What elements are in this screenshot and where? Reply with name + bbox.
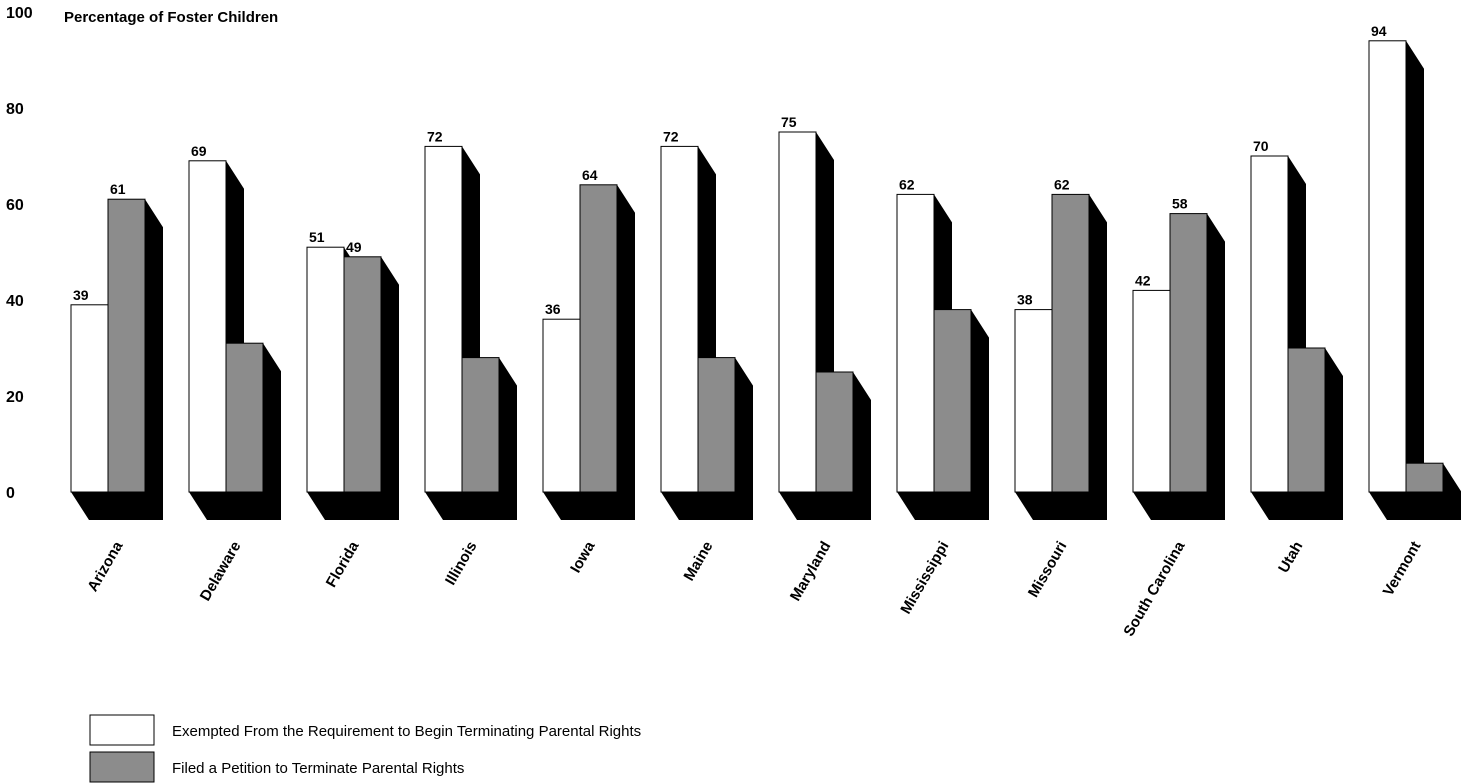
x-tick-label-missouri: Missouri [1025, 539, 1071, 601]
x-tick-label-maine: Maine [680, 539, 716, 584]
data-label-delaware-exempted: 69 [191, 143, 207, 159]
bar-shadow-illinois-filed-petition [462, 357, 517, 520]
bar-utah-filed-petition [1287, 347, 1326, 493]
data-label-iowa-filed-petition: 64 [582, 167, 598, 183]
y-axis: 0 20 40 60 80 100 [6, 5, 33, 502]
x-tick-label-vermont: Vermont [1380, 538, 1425, 598]
bar-missouri-exempted [1014, 309, 1053, 493]
y-tick-label: 40 [6, 293, 24, 310]
bar-shadow-utah-filed-petition [1288, 348, 1343, 520]
x-tick-label-maryland: Maryland [787, 539, 835, 605]
bar-florida-filed-petition [343, 256, 382, 493]
data-label-mississippi-exempted: 62 [899, 176, 915, 192]
bar-shadow-vermont-filed-petition [1406, 463, 1461, 520]
bar-shadow-arizona-filed-petition [108, 199, 163, 520]
bar-arizona-exempted [70, 304, 109, 493]
bar-shadow-maine-filed-petition [698, 357, 753, 520]
bar-arizona-filed-petition [107, 198, 146, 493]
x-tick-label-florida: Florida [323, 538, 363, 590]
data-label-maine-filed-petition: 28 [700, 340, 716, 356]
data-label-arizona-exempted: 39 [73, 287, 89, 303]
y-tick-label: 80 [6, 101, 24, 118]
data-label-florida-filed-petition: 49 [346, 239, 362, 255]
data-label-florida-exempted: 51 [309, 229, 325, 245]
x-tick-label-utah: Utah [1275, 539, 1306, 576]
bar-illinois-filed-petition [461, 357, 500, 493]
bar-mississippi-exempted [896, 193, 935, 493]
y-tick-label: 100 [6, 5, 33, 22]
data-label-arizona-filed-petition: 61 [110, 181, 126, 197]
legend-label-exempted: Exempted From the Requirement to Begin T… [172, 723, 641, 740]
x-tick-label-mississippi: Mississippi [897, 539, 952, 618]
legend-label-filed-petition: Filed a Petition to Terminate Parental R… [172, 760, 464, 777]
bar-mississippi-filed-petition [933, 309, 972, 493]
legend: Exempted From the Requirement to Begin T… [89, 714, 641, 783]
bar-shadow-mississippi-filed-petition [934, 309, 989, 520]
bar-maine-exempted [660, 145, 699, 493]
bar-shadow-delaware-filed-petition [226, 343, 281, 520]
x-tick-label-delaware: Delaware [197, 539, 245, 605]
legend-swatch-exempted [89, 714, 155, 746]
x-axis-category-labels: Arizona Delaware Florida Illinois Iowa Maine M… [84, 538, 1424, 639]
bars [70, 40, 1444, 493]
x-tick-label-iowa: Iowa [567, 538, 599, 576]
bar-vermont-exempted [1368, 40, 1407, 493]
data-label-maryland-exempted: 75 [781, 114, 797, 130]
data-label-missouri-exempted: 38 [1017, 292, 1033, 308]
bar-shadow-florida-filed-petition [344, 256, 399, 520]
data-label-utah-filed-petition: 30 [1290, 330, 1306, 346]
bar-maine-filed-petition [697, 357, 736, 493]
bar-south-carolina-filed-petition [1169, 213, 1208, 493]
x-tick-label-illinois: Illinois [442, 539, 480, 589]
bar-shadow-iowa-filed-petition [580, 184, 635, 521]
bar-florida-exempted [306, 246, 345, 493]
data-label-mississippi-filed-petition: 38 [936, 292, 952, 308]
data-label-iowa-exempted: 36 [545, 301, 561, 317]
data-label-utah-exempted: 70 [1253, 138, 1269, 154]
data-label-south-carolina-filed-petition: 58 [1172, 196, 1188, 212]
data-label-missouri-filed-petition: 62 [1054, 176, 1070, 192]
bar-shadow-missouri-filed-petition [1052, 194, 1107, 520]
y-tick-label: 0 [6, 485, 15, 502]
y-tick-label: 20 [6, 389, 24, 406]
data-label-vermont-filed-petition: 6 [1408, 445, 1416, 461]
bar-delaware-exempted [188, 160, 227, 493]
data-label-maryland-filed-petition: 25 [818, 354, 834, 370]
bar-missouri-filed-petition [1051, 193, 1090, 493]
data-labels: 39 61 69 31 51 49 72 28 36 64 72 28 75 25 62 38 38 62 42 58… [73, 23, 1416, 461]
bar-iowa-filed-petition [579, 184, 618, 493]
data-label-illinois-filed-petition: 28 [464, 340, 480, 356]
bar-shadow-vermont-exempted [1369, 40, 1424, 521]
legend-swatch-filed-petition [89, 751, 155, 783]
data-label-south-carolina-exempted: 42 [1135, 272, 1151, 288]
bar-vermont-filed-petition [1405, 462, 1444, 493]
x-tick-label-south-carolina: South Carolina [1120, 538, 1188, 639]
x-tick-label-arizona: Arizona [84, 538, 127, 595]
data-label-illinois-exempted: 72 [427, 128, 443, 144]
bar-delaware-filed-petition [225, 342, 264, 493]
data-label-maine-exempted: 72 [663, 128, 679, 144]
data-label-vermont-exempted: 94 [1371, 23, 1387, 39]
bar-utah-exempted [1250, 155, 1289, 493]
bar-south-carolina-exempted [1132, 289, 1171, 493]
bar-maryland-exempted [778, 131, 817, 493]
bar-illinois-exempted [424, 145, 463, 493]
bar-iowa-exempted [542, 318, 581, 493]
y-tick-label: 60 [6, 197, 24, 214]
y-axis-label: Percentage of Foster Children [64, 9, 278, 26]
data-label-delaware-filed-petition: 31 [228, 325, 244, 341]
bar-shadow-maryland-filed-petition [816, 372, 871, 520]
bar-maryland-filed-petition [815, 371, 854, 493]
bar-shadow-south-carolina-filed-petition [1170, 213, 1225, 520]
